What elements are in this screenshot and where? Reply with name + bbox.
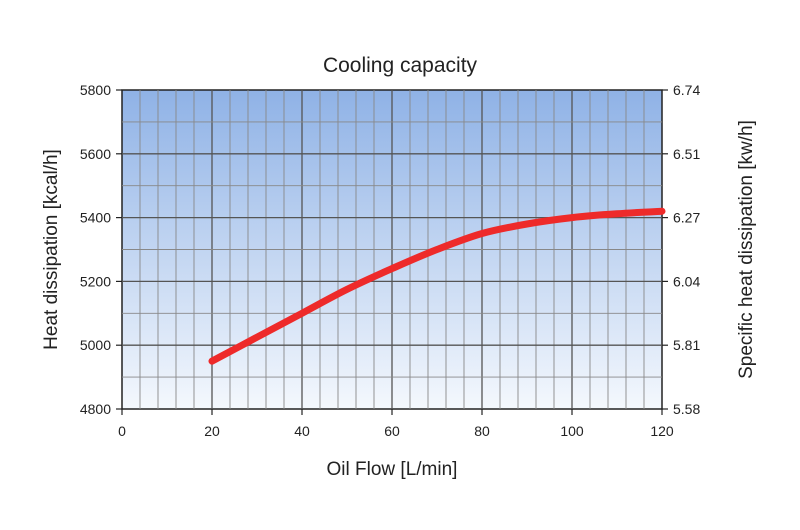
y-tick-label: 5200 [80,273,111,289]
y2-tick-label: 6.27 [673,210,700,226]
series-group [208,207,666,365]
y-tick-label: 4800 [80,401,111,417]
x-tick-label: 0 [118,423,126,439]
x-tick-label: 100 [560,423,584,439]
y2-axis-ticks: 5.58 5.81 6.04 6.27 6.51 6.74 [662,82,700,417]
y-tick-label: 5600 [80,146,111,162]
x-tick-label: 20 [204,423,220,439]
y-tick-label: 5000 [80,337,111,353]
y-axis-label: Heat dissipation [kcal/h] [41,149,62,350]
series-line [208,207,666,365]
y-axis-ticks: 4800 5000 5200 5400 5600 5800 [80,82,122,417]
x-tick-label: 60 [384,423,400,439]
y-tick-label: 5800 [80,82,111,98]
y2-axis-label: Specific heat dissipation [kw/h] [736,120,757,379]
y2-tick-label: 6.04 [673,273,700,289]
x-tick-label: 120 [650,423,674,439]
chart-title: Cooling capacity [323,54,478,77]
x-tick-label: 80 [474,423,490,439]
x-tick-label: 40 [294,423,310,439]
y2-tick-label: 5.81 [673,337,700,353]
x-axis-label: Oil Flow [L/min] [327,459,458,480]
grid [122,90,662,409]
y2-tick-label: 6.51 [673,146,700,162]
x-axis-ticks: 0 20 40 60 80 100 120 [118,409,674,439]
y2-tick-label: 6.74 [673,82,700,98]
y2-tick-label: 5.58 [673,401,700,417]
y-tick-label: 5400 [80,210,111,226]
